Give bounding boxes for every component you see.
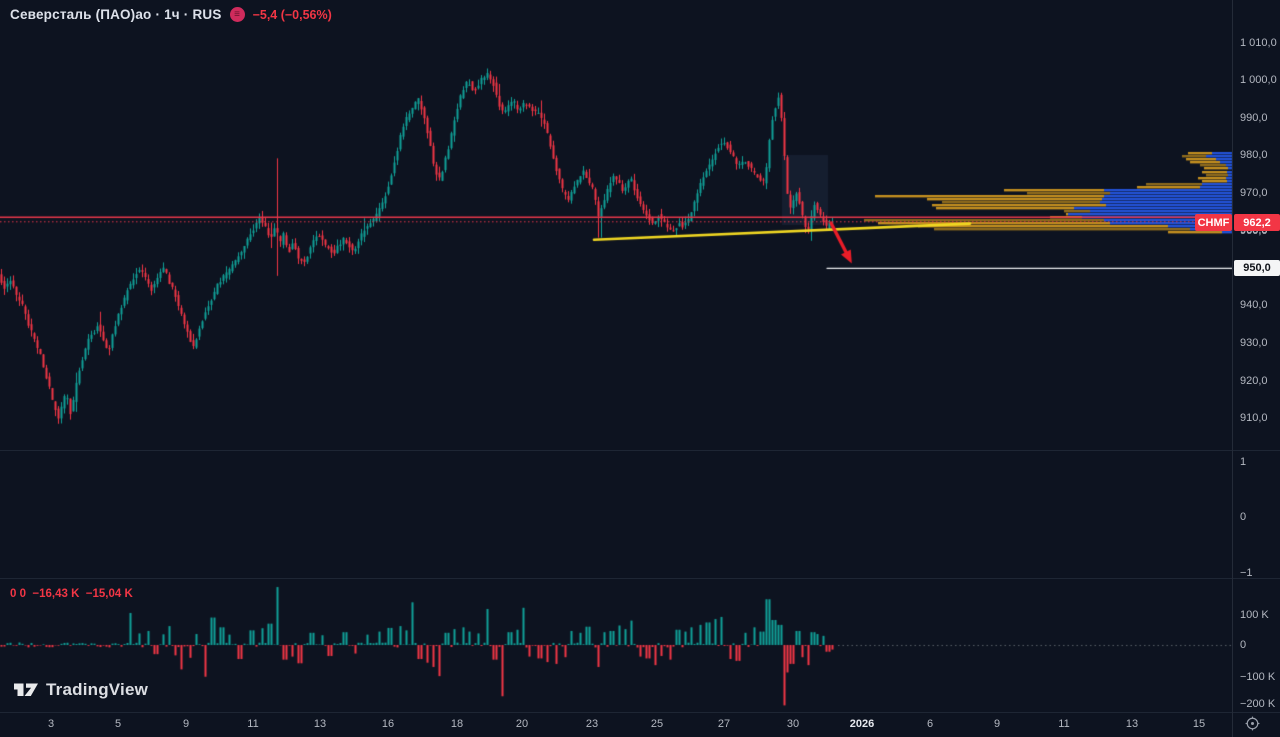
volume-tick-label: 0 bbox=[1240, 638, 1247, 651]
last-price-tag: 962,2 bbox=[1234, 214, 1280, 231]
price-tick-label: 1 000,0 bbox=[1240, 74, 1277, 87]
symbol-price-flag: CHMF bbox=[1195, 214, 1232, 231]
price-tick-label: 980,0 bbox=[1240, 149, 1268, 162]
tradingview-logo-text: TradingView bbox=[46, 679, 149, 699]
volume-tick-label: −100 K bbox=[1240, 670, 1276, 683]
date-tick-label: 23 bbox=[585, 718, 599, 730]
price-tick-label: 940,0 bbox=[1240, 299, 1268, 312]
price-tick-label: 1 010,0 bbox=[1240, 36, 1277, 49]
date-tick-label: 9 bbox=[993, 718, 1001, 730]
indicator-tick-label: 1 bbox=[1240, 455, 1247, 468]
indicator-tick-label: 0 bbox=[1240, 510, 1247, 523]
pane-separator-volume[interactable] bbox=[0, 578, 1280, 579]
level-950-tag: 950,0 bbox=[1234, 260, 1280, 276]
tradingview-logo-icon bbox=[14, 683, 38, 696]
pane-separator-indicator[interactable] bbox=[0, 450, 1280, 451]
date-tick-label: 9 bbox=[182, 718, 190, 730]
date-tick-label: 3 bbox=[47, 718, 55, 730]
time-axis-separator bbox=[0, 712, 1280, 713]
volume-tick-label: −200 K bbox=[1240, 697, 1276, 710]
price-change: −5,4 (−0,56%) bbox=[252, 7, 332, 22]
volume-tick-label: 100 K bbox=[1240, 608, 1269, 621]
date-tick-label: 30 bbox=[786, 718, 800, 730]
date-tick-label: 11 bbox=[1058, 718, 1070, 730]
date-tick-label: 5 bbox=[114, 718, 122, 730]
price-axis-separator bbox=[1232, 0, 1233, 737]
price-axis[interactable]: 1 010,01 000,0990,0980,0970,0960,0940,09… bbox=[1233, 0, 1280, 450]
scales-settings-icon[interactable] bbox=[1243, 714, 1261, 732]
date-tick-label: 11 bbox=[247, 718, 259, 730]
volume-axis[interactable]: 100 K 0 −100 K −200 K bbox=[1233, 578, 1280, 712]
price-tick-label: 930,0 bbox=[1240, 336, 1268, 349]
indicator-tick-label: −1 bbox=[1240, 566, 1253, 579]
price-tick-label: 910,0 bbox=[1240, 412, 1268, 425]
price-tick-label: 990,0 bbox=[1240, 111, 1268, 124]
date-tick-label: 16 bbox=[381, 718, 395, 730]
market-status-icon[interactable]: ≡ bbox=[229, 7, 245, 22]
date-tick-label: 25 bbox=[650, 718, 664, 730]
time-axis[interactable]: 3 5 9 11 13 16 18 20 23 25 27 30 2026 6 9 11 13 15 bbox=[0, 713, 1232, 737]
symbol-title[interactable]: Северсталь (ПАО)ао · 1ч · RUS bbox=[10, 7, 222, 22]
date-tick-label: 15 bbox=[1192, 718, 1206, 730]
date-tick-label: 13 bbox=[313, 718, 327, 730]
price-tick-label: 970,0 bbox=[1240, 186, 1268, 199]
tradingview-logo[interactable]: TradingView bbox=[13, 679, 148, 700]
symbol-legend: Северсталь (ПАО)ао · 1ч · RUS ≡ −5,4 (−0… bbox=[10, 7, 332, 22]
date-tick-label: 18 bbox=[450, 718, 464, 730]
indicator-axis[interactable]: 1 0 −1 bbox=[1233, 450, 1280, 579]
date-tick-label: 13 bbox=[1125, 718, 1139, 730]
date-tick-label: 27 bbox=[717, 718, 731, 730]
date-tick-label: 2026 bbox=[849, 718, 875, 730]
volume-legend[interactable]: 0 0 −16,43 K −15,04 K bbox=[10, 588, 133, 600]
date-tick-label: 6 bbox=[926, 718, 934, 730]
date-tick-label: 20 bbox=[515, 718, 529, 730]
price-tick-label: 920,0 bbox=[1240, 374, 1268, 387]
